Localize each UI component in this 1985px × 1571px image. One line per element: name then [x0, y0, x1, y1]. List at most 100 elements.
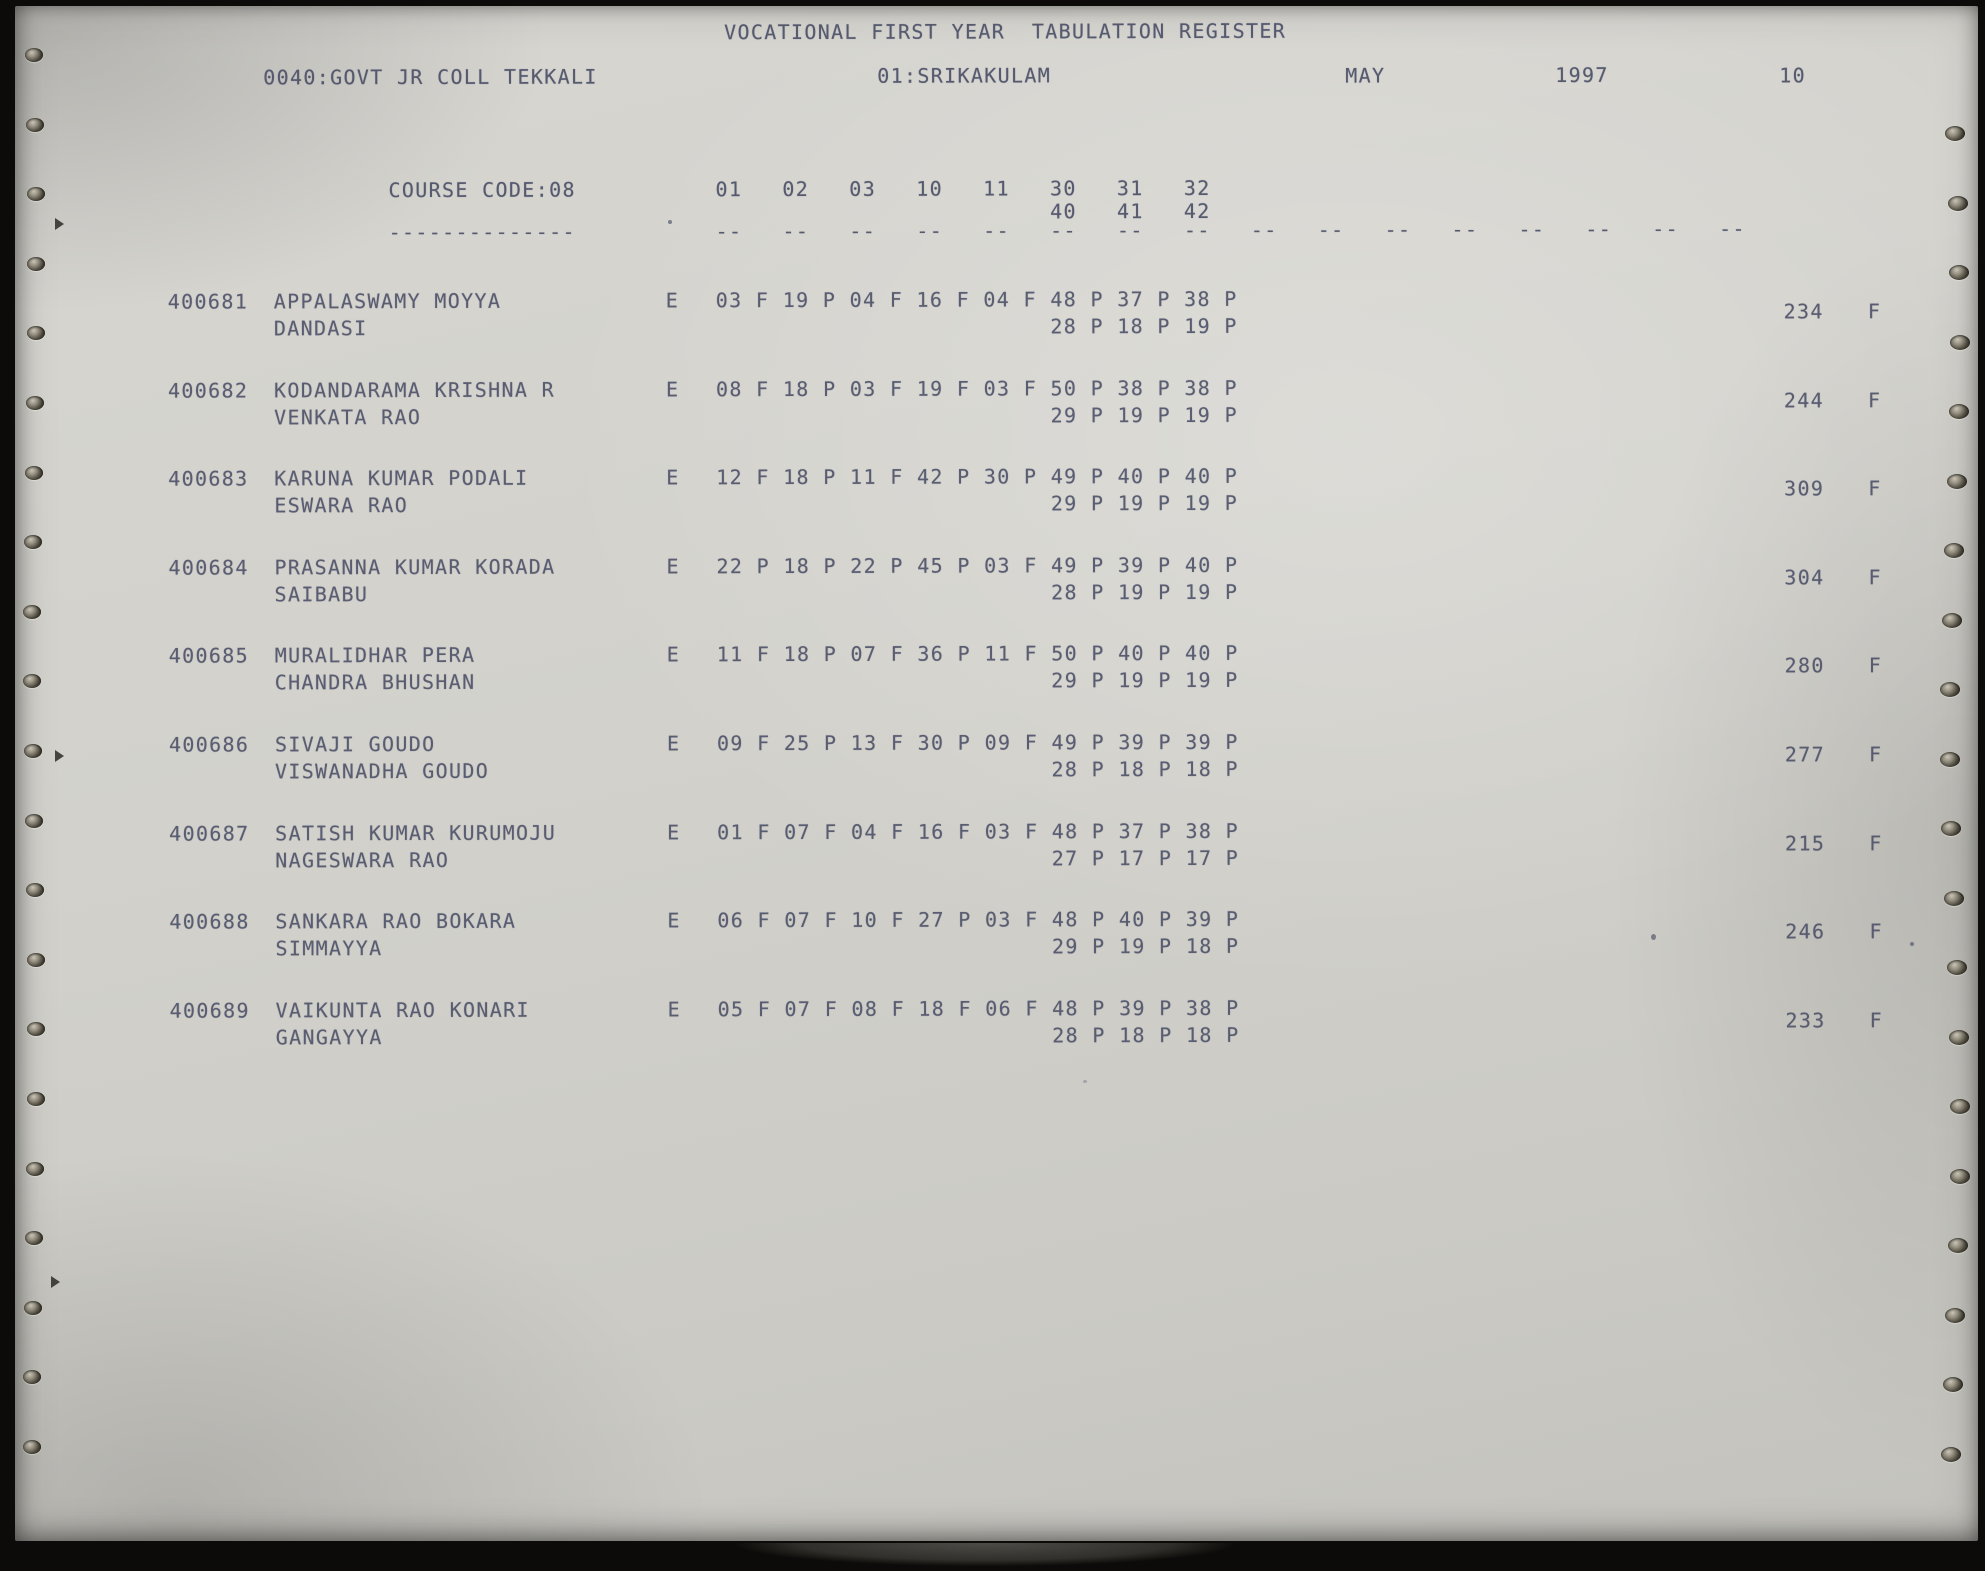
marks-line-2: 29 P 19 P 19 P [716, 402, 1238, 429]
sprocket-hole [1947, 960, 1967, 975]
medium-flag: E [666, 731, 681, 756]
medium-flag: E [666, 642, 681, 667]
student-name: APPALASWAMY MOYYA [273, 288, 502, 314]
sprocket-hole [1944, 543, 1964, 558]
total-marks: 215 [1785, 831, 1826, 856]
marks-line-1: 03 F 19 P 04 F 16 F 04 F 48 P 37 P 38 P [715, 286, 1238, 313]
sprocket-hole [27, 1092, 45, 1106]
total-marks: 304 [1784, 565, 1825, 590]
marks-line-1: 22 P 18 P 22 P 45 P 03 F 49 P 39 P 40 P [716, 552, 1239, 579]
medium-flag: E [667, 997, 682, 1022]
marks-line-1: 08 F 18 P 03 F 19 F 03 F 50 P 38 P 38 P [715, 375, 1238, 402]
father-name: NAGESWARA RAO [275, 847, 450, 873]
roll-number: 400681 [167, 289, 249, 314]
sprocket-hole [26, 396, 44, 410]
student-name: SANKARA RAO BOKARA [275, 908, 517, 934]
student-name: VAIKUNTA RAO KONARI [275, 997, 530, 1023]
ink-speck [1651, 934, 1656, 940]
sprocket-hole [23, 1370, 41, 1384]
student-name: KODANDARAMA KRISHNA R [273, 377, 556, 403]
marks-line-2: 28 P 18 P 18 P [716, 756, 1239, 783]
result-flag: F [1868, 742, 1883, 767]
student-record-row: 400687 SATISH KUMAR KURUMOJU NAGESWARA RAO… [15, 3, 1978, 873]
student-record-row: 400689 VAIKUNTA RAO KONARI GANGAYYA E 05 F 0… [15, 3, 1978, 1050]
father-name: VENKATA RAO [274, 404, 422, 430]
sprocket-hole [25, 48, 43, 62]
total-marks: 234 [1783, 299, 1824, 324]
result-flag: F [1869, 919, 1883, 944]
sprocket-hole [1940, 752, 1960, 767]
exam-year: 1997 [1555, 62, 1609, 88]
printed-content: VOCATIONAL FIRST YEAR TABULATION REGISTE… [15, 3, 1982, 1543]
sprocket-hole [25, 1231, 43, 1245]
sprocket-hole [1948, 1238, 1968, 1253]
result-flag: F [1868, 565, 1882, 590]
page-title: VOCATIONAL FIRST YEAR TABULATION REGISTE… [724, 18, 1287, 45]
roll-number: 400689 [169, 998, 250, 1023]
result-flag: F [1869, 831, 1883, 856]
father-name: ESWARA RAO [274, 493, 409, 518]
sprocket-hole [1941, 821, 1961, 836]
marks-line-1: 11 F 18 P 07 F 36 P 11 F 50 P 40 P 40 P [716, 640, 1239, 667]
marks-line-2: 27 P 17 P 17 P [717, 845, 1240, 872]
sprocket-hole [27, 953, 45, 967]
college-code-name: 0040:GOVT JR COLL TEKKALI [263, 64, 598, 90]
sprocket-hole [23, 674, 41, 688]
sprocket-hole [23, 1440, 41, 1454]
student-name: PRASANNA KUMAR KORADA [274, 554, 556, 580]
sprocket-hole [27, 257, 45, 271]
sprocket-hole [1941, 1447, 1961, 1462]
marks-line-2: 28 P 18 P 18 P [717, 1022, 1240, 1049]
medium-flag: E [667, 908, 681, 933]
student-record-row: 400686 SIVAJI GOUDO VISWANADHA GOUDO E 09 F … [15, 3, 1978, 784]
roll-number: 400682 [167, 378, 249, 403]
sprocket-hole [27, 1022, 45, 1036]
sprocket-hole [25, 814, 43, 828]
feed-mark-icon [55, 750, 64, 762]
sprocket-hole [1948, 196, 1968, 211]
sprocket-hole [23, 605, 41, 619]
total-marks: 244 [1783, 388, 1825, 413]
result-flag: F [1867, 299, 1882, 324]
medium-flag: E [665, 288, 680, 313]
student-record-row: 400682 KODANDARAMA KRISHNA R VENKATA RAO E 0… [15, 3, 1978, 430]
father-name: GANGAYYA [275, 1025, 383, 1050]
sprocket-hole [1943, 1377, 1963, 1392]
result-flag: F [1868, 653, 1883, 678]
course-code-label: COURSE CODE:08 [388, 177, 576, 203]
marks-line-1: 06 F 07 F 10 F 27 P 03 F 48 P 40 P 39 P [717, 906, 1240, 933]
student-records: 400681 APPALASWAMY MOYYA DANDASI E 03 F 19 P… [15, 3, 1978, 1050]
sprocket-hole [25, 466, 43, 480]
sprocket-hole [1945, 126, 1965, 141]
sprocket-hole [1945, 1308, 1965, 1323]
marks-line-2: 28 P 19 P 19 P [716, 579, 1239, 606]
father-name: CHANDRA BHUSHAN [274, 669, 476, 695]
total-marks: 246 [1785, 919, 1826, 944]
sprocket-hole [1950, 335, 1970, 350]
father-name: SIMMAYYA [275, 936, 383, 961]
sprocket-hole [1949, 404, 1969, 419]
student-record-row: 400685 MURALIDHAR PERA CHANDRA BHUSHAN E 11 … [15, 3, 1978, 695]
father-name: VISWANADHA GOUDO [274, 758, 490, 784]
marks-line-2: 29 P 19 P 19 P [716, 667, 1239, 694]
student-name: SATISH KUMAR KURUMOJU [275, 820, 557, 846]
marks-line-1: 01 F 07 F 04 F 16 F 03 F 48 P 37 P 38 P [717, 818, 1240, 845]
marks-line-2: 29 P 19 P 18 P [717, 933, 1240, 960]
roll-number: 400688 [169, 909, 250, 934]
result-flag: F [1868, 476, 1882, 501]
roll-number: 400687 [169, 821, 250, 846]
sprocket-hole [26, 1162, 44, 1176]
student-record-row: 400681 APPALASWAMY MOYYA DANDASI E 03 F 19 P… [15, 3, 1978, 341]
sprocket-hole [1947, 474, 1967, 489]
sprocket-hole [1949, 1030, 1969, 1045]
ink-speck [1083, 1080, 1087, 1083]
ink-speck [1910, 942, 1914, 946]
medium-flag: E [667, 820, 681, 845]
sprocket-hole [1940, 682, 1960, 697]
sprocket-hole [26, 883, 44, 897]
sprocket-hole [1949, 265, 1969, 280]
column-underline-dashes: -- -- -- -- -- -- -- -- -- -- -- -- -- -… [715, 216, 1746, 244]
roll-number: 400686 [168, 732, 250, 757]
feed-mark-icon [51, 1276, 60, 1288]
